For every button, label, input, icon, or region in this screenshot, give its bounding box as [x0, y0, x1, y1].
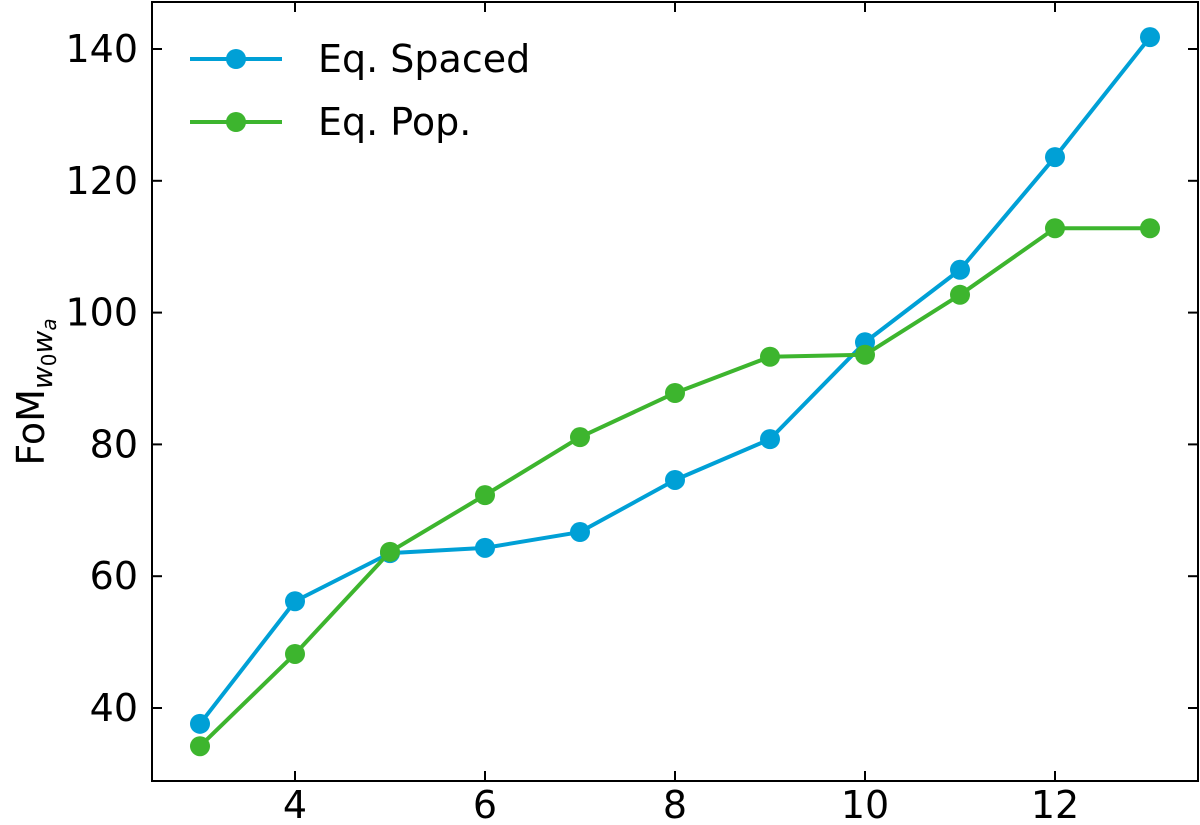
y-tick-label: 100 [65, 291, 138, 335]
data-point [665, 469, 685, 490]
data-point [570, 427, 590, 448]
data-point [475, 537, 495, 558]
x-tick-label: 10 [841, 783, 889, 825]
data-point [475, 485, 495, 506]
data-point [665, 382, 685, 403]
legend-entry: Eq. Pop. [190, 100, 471, 144]
x-tick-label: 6 [473, 783, 497, 825]
data-point [855, 344, 875, 365]
data-point [190, 713, 210, 734]
data-point [760, 346, 780, 367]
data-point [950, 284, 970, 305]
x-tick-label: 8 [663, 783, 687, 825]
data-point [1045, 147, 1065, 168]
data-point [285, 591, 305, 612]
x-tick-label: 4 [283, 783, 307, 825]
legend-entry: Eq. Spaced [190, 37, 530, 81]
data-point [190, 736, 210, 757]
y-tick-label: 80 [90, 422, 138, 466]
data-point [380, 541, 400, 562]
y-axis-label: FoMw0wa [9, 318, 61, 465]
legend-marker-icon [226, 112, 246, 132]
legend: Eq. Spaced Eq. Pop. [190, 37, 530, 144]
series-layer [190, 27, 1160, 757]
y-tick-label: 60 [90, 554, 138, 598]
y-axis-ticks: 40 60 80 100 120 140 [65, 27, 1198, 730]
series-eq-pop [190, 218, 1160, 757]
y-tick-label: 40 [90, 686, 138, 730]
data-point [570, 522, 590, 543]
legend-label: Eq. Pop. [318, 100, 471, 144]
legend-marker-icon [226, 49, 246, 69]
data-point [1140, 218, 1160, 239]
data-point [285, 643, 305, 664]
x-tick-label: 12 [1031, 783, 1079, 825]
legend-label: Eq. Spaced [318, 37, 530, 81]
series-eq-spaced [190, 27, 1160, 734]
y-tick-label: 140 [65, 27, 138, 71]
x-axis-ticks: 4 6 8 10 12 [283, 2, 1079, 825]
data-point [1045, 218, 1065, 239]
data-point [760, 429, 780, 450]
data-point [950, 259, 970, 280]
data-point [1140, 27, 1160, 48]
y-tick-label: 120 [65, 159, 138, 203]
